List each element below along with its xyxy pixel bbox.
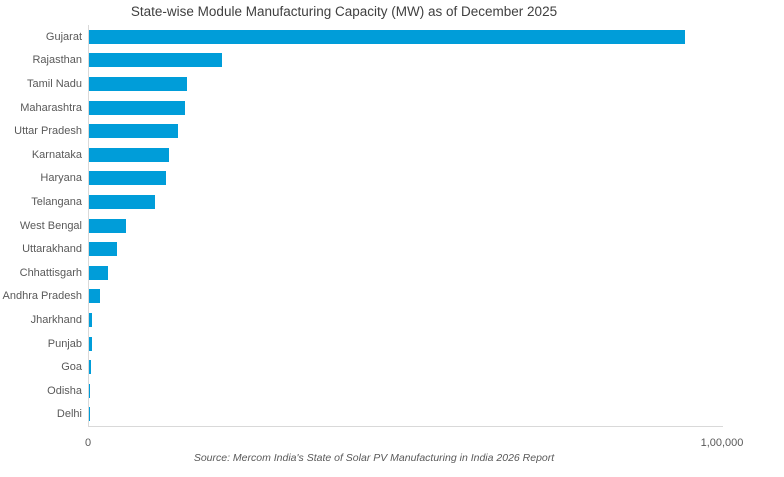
category-label: West Bengal (19, 219, 82, 232)
bar-row: West Bengal (20, 214, 723, 238)
bar (89, 265, 109, 280)
source-note: Source: Mercom India's State of Solar PV… (193, 452, 555, 464)
bar-rows: Gujarat Rajasthan Tamil Nadu Maharashtra Utt… (3, 25, 723, 427)
bar-row: Tamil Nadu (27, 72, 723, 96)
bar-row: Goa (61, 355, 723, 379)
bar (89, 312, 93, 327)
category-label: Delhi (56, 408, 82, 421)
bar (89, 194, 155, 209)
bar (89, 289, 100, 304)
category-label: Karnataka (31, 148, 82, 161)
bar-row: Chhattisgarh (20, 261, 723, 285)
category-label: Gujarat (45, 30, 82, 43)
x-axis-tick-max: 1,00,000 (700, 437, 744, 449)
bar (89, 242, 117, 257)
bar-row: Odisha (47, 379, 723, 403)
bar (89, 29, 685, 44)
x-axis-line (88, 426, 723, 427)
bar-row: Haryana (40, 167, 723, 191)
bar-row: Jharkhand (31, 308, 723, 332)
bar (89, 124, 178, 139)
bar (89, 147, 169, 162)
bar-row: Karnataka (32, 143, 723, 167)
category-label: Goa (61, 361, 82, 374)
bar-row: Uttar Pradesh (14, 119, 723, 143)
bar-row: Punjab (48, 332, 723, 356)
bar-row: Uttarakhand (22, 237, 723, 261)
bar (89, 76, 187, 91)
x-axis-tick-min: 0 (84, 437, 92, 449)
category-label: Jharkhand (30, 313, 82, 326)
bar (89, 53, 223, 68)
y-axis-line (88, 25, 89, 426)
category-label: Chhattisgarh (19, 266, 82, 279)
bar (89, 171, 166, 186)
category-label: Maharashtra (20, 101, 82, 114)
category-label: Andhra Pradesh (2, 290, 83, 303)
category-label: Uttarakhand (22, 243, 82, 256)
bar (89, 218, 126, 233)
plot-area: Gujarat Rajasthan Tamil Nadu Maharashtra Utt… (3, 25, 723, 427)
bar-row: Rajasthan (32, 49, 723, 73)
chart-title: State-wise Module Manufacturing Capacity… (130, 4, 558, 19)
bar-row: Delhi (57, 403, 723, 427)
category-label: Rajasthan (32, 54, 82, 67)
bar-row: Andhra Pradesh (3, 285, 723, 309)
category-label: Tamil Nadu (26, 77, 82, 90)
bar-row: Maharashtra (20, 96, 723, 120)
bar-row: Gujarat (46, 25, 723, 49)
bar (89, 336, 92, 351)
bar-row: Telangana (31, 190, 723, 214)
category-label: Uttar Pradesh (14, 125, 82, 138)
bar (89, 100, 185, 115)
category-label: Telangana (31, 195, 82, 208)
category-label: Odisha (47, 384, 82, 397)
category-label: Haryana (40, 172, 82, 185)
category-label: Punjab (47, 337, 82, 350)
bar (89, 360, 91, 375)
